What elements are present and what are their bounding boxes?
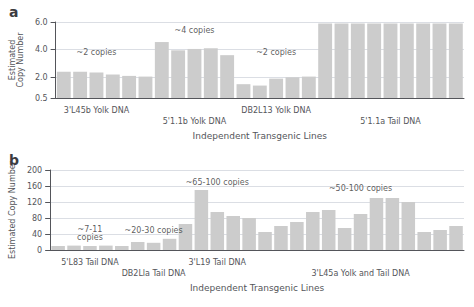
svg-text:5'1.1a Tail DNA: 5'1.1a Tail DNA (360, 117, 421, 126)
svg-text:~2 copies: ~2 copies (76, 48, 116, 57)
svg-text:a: a (9, 4, 18, 20)
svg-text:3'L45a Yolk and Tail DNA: 3'L45a Yolk and Tail DNA (311, 269, 410, 278)
svg-text:~7-11: ~7-11 (77, 224, 103, 234)
svg-text:200: 200 (27, 166, 42, 175)
svg-text:~50-100 copies: ~50-100 copies (329, 184, 392, 193)
svg-text:~2 copies: ~2 copies (256, 48, 296, 57)
svg-text:3'L19 Tail DNA: 3'L19 Tail DNA (189, 258, 247, 267)
svg-text:2.0: 2.0 (35, 73, 48, 82)
svg-text:3'L45b Yolk DNA: 3'L45b Yolk DNA (64, 106, 130, 115)
svg-text:~65-100 copies: ~65-100 copies (186, 178, 249, 187)
svg-text:120: 120 (27, 198, 42, 207)
svg-text:160: 160 (27, 182, 42, 191)
svg-text:Estimated: Estimated (7, 39, 17, 81)
svg-text:DB2Lla Tail DNA: DB2Lla Tail DNA (122, 269, 186, 278)
svg-text:Independent Transgenic Lines: Independent Transgenic Lines (190, 283, 325, 293)
svg-text:Independent Transgenic Lines: Independent Transgenic Lines (193, 131, 328, 141)
svg-text:Estimated Copy Number: Estimated Copy Number (8, 160, 17, 259)
svg-text:40: 40 (32, 230, 42, 239)
svg-text:Copy Number: Copy Number (16, 32, 25, 88)
svg-text:b: b (9, 152, 19, 168)
svg-text:80: 80 (32, 214, 42, 223)
svg-text:5'L83 Tail DNA: 5'L83 Tail DNA (61, 258, 119, 267)
svg-text:copies: copies (77, 233, 103, 242)
svg-text:DB2L13 Yolk DNA: DB2L13 Yolk DNA (241, 106, 311, 115)
svg-text:6.0: 6.0 (35, 18, 48, 27)
svg-text:~4 copies: ~4 copies (174, 26, 214, 35)
svg-text:0.5: 0.5 (35, 94, 48, 103)
svg-text:5'1.1b Yolk DNA: 5'1.1b Yolk DNA (163, 117, 227, 126)
svg-text:~20-30 copies: ~20-30 copies (125, 226, 183, 235)
svg-text:0: 0 (37, 246, 42, 255)
svg-text:4.0: 4.0 (35, 45, 48, 54)
